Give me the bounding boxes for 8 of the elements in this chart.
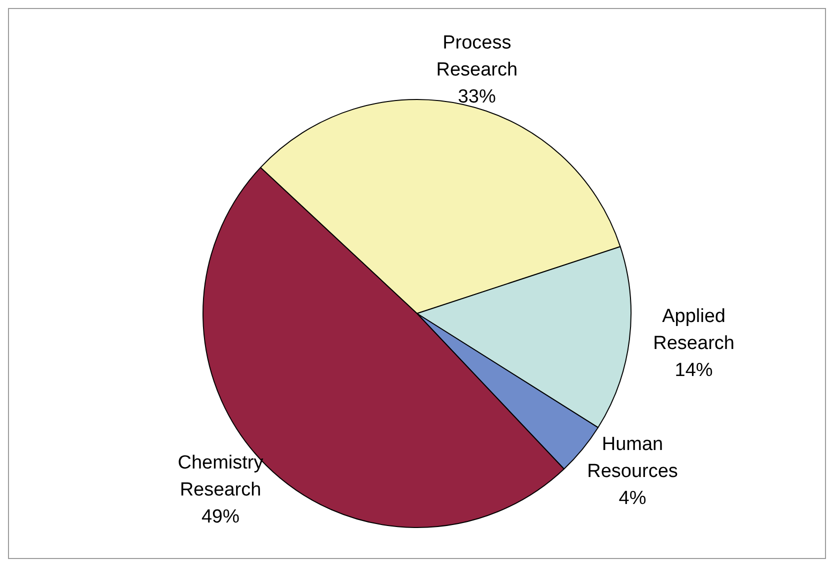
slice-label: Applied Research xyxy=(653,306,734,354)
data-label: 14% xyxy=(674,360,713,382)
slice-label: Process Research xyxy=(436,32,518,81)
data-label: 4% xyxy=(618,488,646,509)
slice-label: Human Resources xyxy=(587,434,678,482)
slice-label: Chemistry Research xyxy=(178,452,264,500)
data-label: 33% xyxy=(458,86,496,108)
data-label: 49% xyxy=(201,506,240,528)
